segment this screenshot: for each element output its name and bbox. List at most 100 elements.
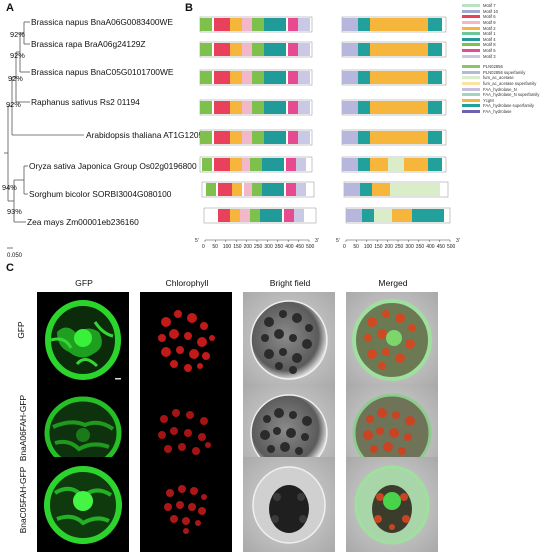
legend-item: PLN02856 superfamily xyxy=(462,70,539,76)
tree-leaf-label: Arabidopsis thaliana AT1G12050 xyxy=(86,130,208,140)
motif-segment xyxy=(262,158,274,171)
axis-end-label: 3' xyxy=(456,238,460,244)
axis-tick-label: 450 xyxy=(295,244,304,250)
domain-segment xyxy=(392,209,412,222)
motif-segment xyxy=(252,18,264,31)
bootstrap-value: 92% xyxy=(10,30,25,39)
axis-end-label: 3' xyxy=(315,238,319,244)
motif-segment xyxy=(244,183,252,196)
tree-leaf-label: Brassica napus BnaA06G0083400WE xyxy=(31,17,173,27)
legend-swatch xyxy=(462,110,480,114)
legend-item: Motif 10 xyxy=(462,9,498,15)
image-bnac05-chlorophyll xyxy=(140,457,232,552)
legend-item: FAA_hydrolase superfamily xyxy=(462,103,539,109)
domain-segment xyxy=(358,18,370,31)
motif-segment xyxy=(298,71,310,84)
image-bnac05-gfp xyxy=(37,457,129,552)
motif-segment xyxy=(288,43,298,56)
motif-segment xyxy=(284,209,294,222)
column-header-chlorophyll: Chlorophyll xyxy=(165,278,209,288)
axis-tick-label: 500 xyxy=(447,244,456,250)
legend-item: PLN02856 xyxy=(462,64,539,70)
motif-segment xyxy=(264,18,276,31)
motif-segment xyxy=(276,101,286,114)
domain-segment xyxy=(370,101,428,114)
domain-segment xyxy=(428,18,442,31)
motif-segment xyxy=(230,131,242,144)
legend-item: Motif 4 xyxy=(462,37,498,43)
motif-segment xyxy=(276,18,286,31)
motif-segment xyxy=(200,71,212,84)
motif-segment xyxy=(252,131,264,144)
motif-segment xyxy=(252,101,264,114)
motif-segment xyxy=(262,183,274,196)
axis-tick-label: 250 xyxy=(254,244,263,250)
axis-start-label: 5' xyxy=(195,238,199,244)
axis-tick-label: 200 xyxy=(243,244,252,250)
motif-segment xyxy=(250,158,262,171)
motif-segment xyxy=(264,43,276,56)
legend-swatch xyxy=(462,9,480,13)
motif-segment xyxy=(230,71,242,84)
motif-segment xyxy=(252,43,264,56)
motif-segment xyxy=(296,183,306,196)
legend-swatch xyxy=(462,32,480,36)
domain-segment xyxy=(358,158,370,171)
axis-tick-label: 350 xyxy=(274,244,284,250)
motif-segment xyxy=(298,18,310,31)
legend-swatch xyxy=(462,26,480,30)
motif-segment xyxy=(230,18,242,31)
image-bnac05-merged xyxy=(346,457,438,552)
motif-segment xyxy=(288,71,298,84)
domain-segment xyxy=(370,71,428,84)
tree-leaf-label: Zea mays Zm00001eb236160 xyxy=(27,217,139,227)
motif-segment xyxy=(274,158,284,171)
domain-segment xyxy=(358,71,370,84)
axis-tick-label: 50 xyxy=(353,244,359,250)
legend-item: Motif 2 xyxy=(462,25,498,31)
axis-tick-label: 50 xyxy=(212,244,218,250)
bootstrap-value: 93% xyxy=(7,207,22,216)
motif-segment xyxy=(250,209,260,222)
axis-left: 5' 3' 0 50 100 150 200 250 300 350 400 450 500 xyxy=(195,238,319,258)
image-gfp-row1-chlorophyll xyxy=(140,292,232,387)
motif-segment xyxy=(240,209,250,222)
legend-item: fum_ac_acetase xyxy=(462,75,539,81)
axis-tick-label: 150 xyxy=(233,244,242,250)
domain-segment xyxy=(404,158,428,171)
image-gfp-row1-bright-field xyxy=(243,292,335,387)
motif-segment xyxy=(242,131,252,144)
motif-segment xyxy=(214,158,230,171)
column-header-bright-field: Bright field xyxy=(269,278,311,288)
legend-swatch xyxy=(462,82,480,86)
motif-segment xyxy=(298,101,310,114)
domain-segment xyxy=(370,131,428,144)
domain-segment xyxy=(374,209,392,222)
axis-right: 5' 3' 0 50 100 150 200 250 300 350 400 450 500 xyxy=(336,238,460,258)
row-label-gfp: GFP xyxy=(16,321,26,339)
motif-segment xyxy=(242,71,252,84)
axis-tick-label: 200 xyxy=(384,244,393,250)
motif-segment xyxy=(276,43,286,56)
motif-segment xyxy=(230,158,242,171)
domain-segment xyxy=(428,158,442,171)
legend-swatch xyxy=(462,93,480,97)
motif-segment xyxy=(298,43,310,56)
legend-swatch xyxy=(462,54,480,58)
image-gfp-row1-merged xyxy=(346,292,438,387)
phylogenetic-tree xyxy=(4,21,84,249)
legend-swatch xyxy=(462,43,480,47)
motif-segment xyxy=(252,71,264,84)
legend-item: Motif 3 xyxy=(462,53,498,59)
domain-segment xyxy=(370,43,428,56)
motif-segment xyxy=(230,209,240,222)
legend-item: FAA_hydrolase xyxy=(462,109,539,115)
image-gfp-row1-gfp xyxy=(37,292,129,387)
tree-scale-label: 0.050 xyxy=(7,253,23,259)
bootstrap-value: 94% xyxy=(2,183,17,192)
bootstrap-value: 92% xyxy=(10,51,25,60)
motif-segment xyxy=(200,101,212,114)
domain-segment xyxy=(342,101,358,114)
axis-tick-label: 250 xyxy=(395,244,404,250)
domain-segment xyxy=(362,209,374,222)
